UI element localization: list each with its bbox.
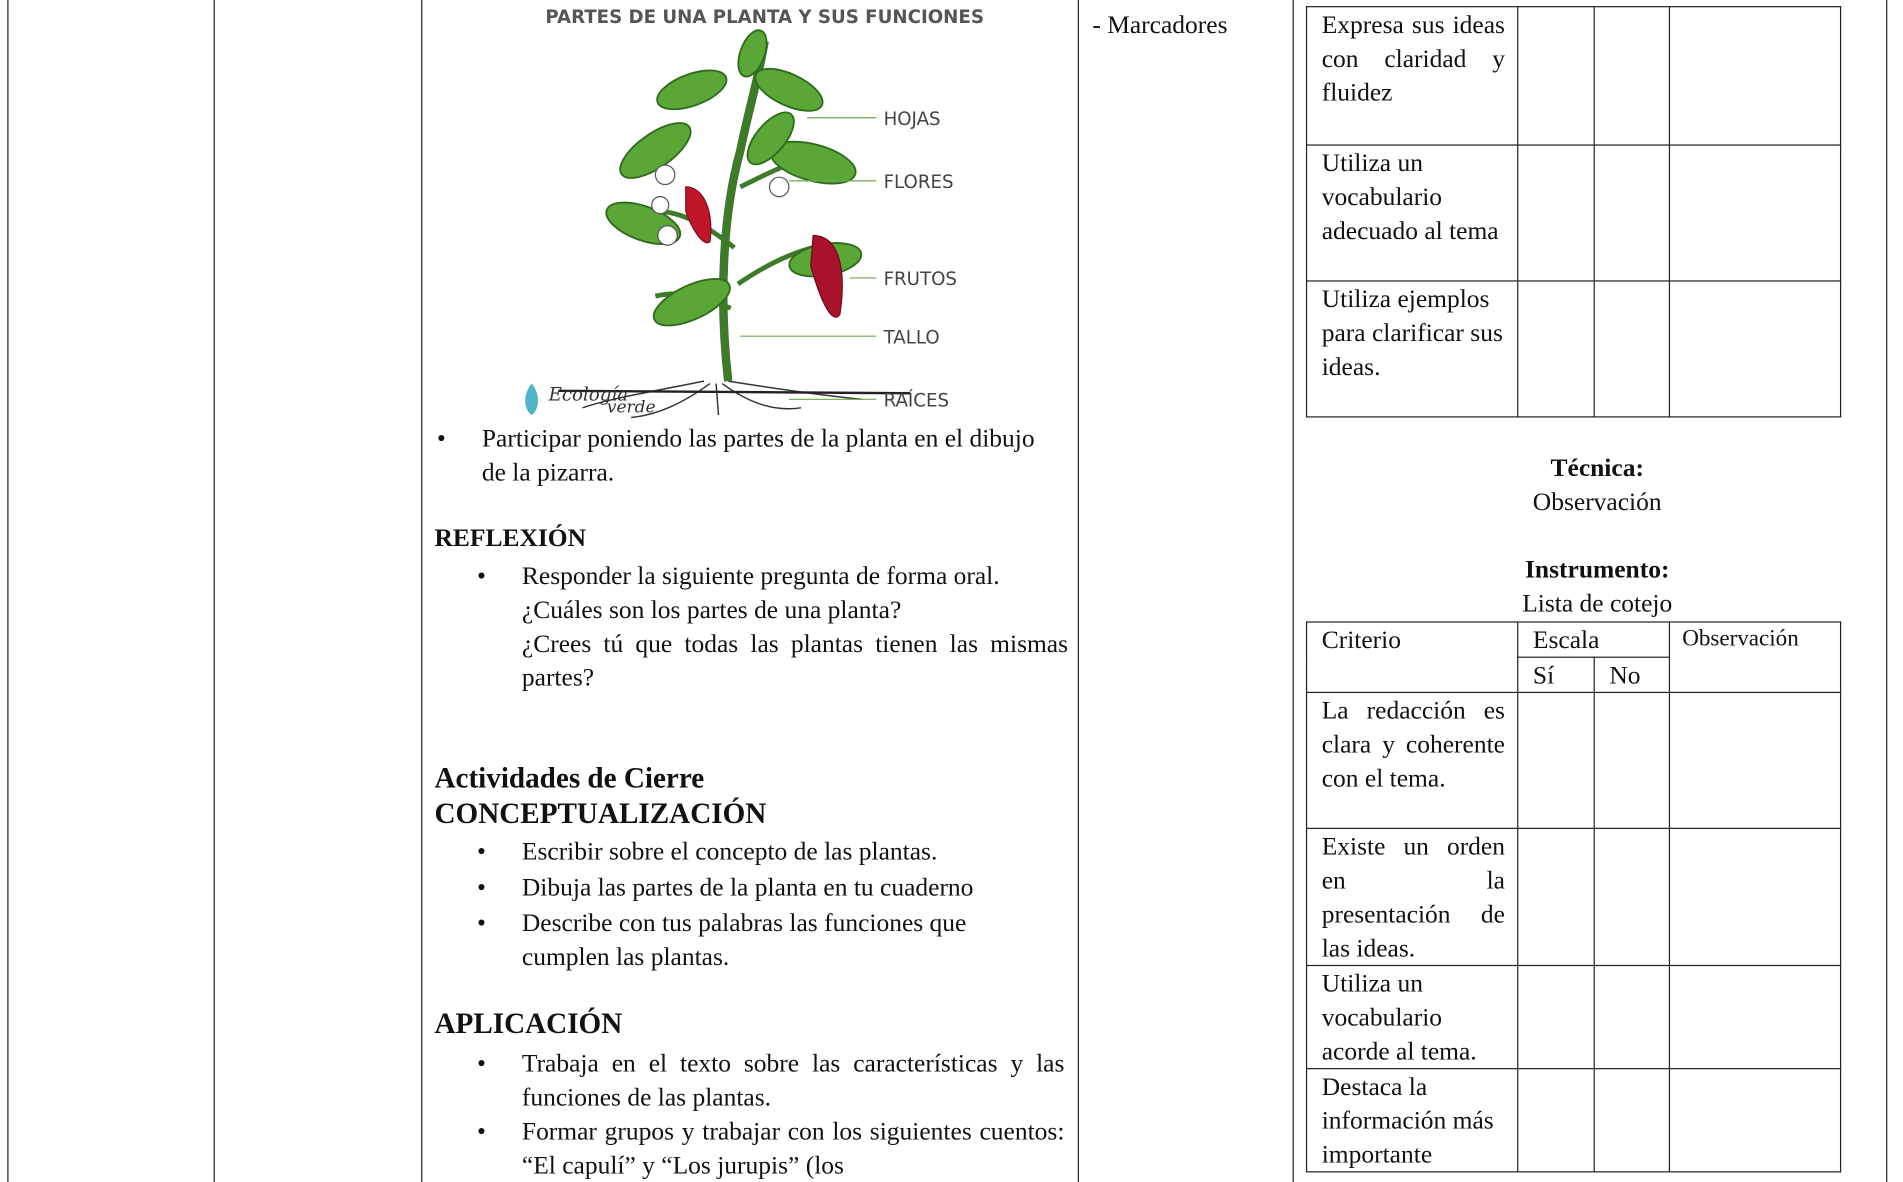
- checklist-table: Expresa sus ideas con claridad y fluidez…: [1305, 6, 1842, 418]
- header: Sí: [1517, 656, 1595, 694]
- bullet-item: Formar grupos y trabajar con los siguien…: [477, 1114, 1064, 1182]
- bullet-item: Dibuja las partes de la planta en tu cua…: [477, 870, 1068, 904]
- label: Técnica:: [1550, 452, 1644, 482]
- bullet-item: Responder la siguiente pregunta de forma…: [477, 558, 1069, 694]
- criterion: Utiliza un vocabulario adecuado al tema: [1305, 144, 1519, 282]
- section-heading: CONCEPTUALIZACIÓN: [434, 798, 767, 831]
- bullet-item: Trabaja en el texto sobre las caracterís…: [477, 1046, 1064, 1114]
- figure-label: FRUTOS: [884, 269, 957, 290]
- figure-label: TALLO: [883, 327, 940, 348]
- criterion: Expresa sus ideas con claridad y fluidez: [1305, 6, 1519, 146]
- checklist-table: Criterio Escala Observación Sí No La red…: [1305, 621, 1842, 1173]
- header: No: [1593, 656, 1671, 694]
- label: Instrumento:: [1525, 554, 1670, 584]
- column-border: [213, 0, 215, 1182]
- item-line: ¿Cuáles son los partes de una planta?: [521, 594, 902, 624]
- column-border: [1077, 0, 1079, 1182]
- column-border: [7, 0, 9, 1182]
- column-border: [1292, 0, 1294, 1182]
- criterion: Utiliza ejemplos para clarificar sus ide…: [1305, 280, 1519, 418]
- logo-text: Ecología: [548, 385, 628, 406]
- header: Observación: [1668, 621, 1842, 694]
- criterion: Destaca la información más importante: [1305, 1068, 1519, 1173]
- criterion: Existe un orden en la presentación de la…: [1305, 827, 1519, 967]
- figure-title: PARTES DE UNA PLANTA Y SUS FUNCIONES: [545, 7, 984, 28]
- criterion: Utiliza un vocabulario acorde al tema.: [1305, 964, 1519, 1070]
- item-line: ¿Crees tú que todas las plantas tienen l…: [521, 628, 1069, 692]
- header: Escala: [1517, 621, 1671, 658]
- bullet-item: Describe con tus palabras las funciones …: [477, 905, 1044, 973]
- figure-label: HOJAS: [884, 109, 941, 130]
- header: Criterio: [1305, 621, 1519, 694]
- column-border: [421, 0, 423, 1182]
- section-heading: APLICACIÓN: [434, 1008, 623, 1041]
- plant-figure: PARTES DE UNA PLANTA Y SUS FUNCIONES H: [509, 4, 1015, 420]
- resource-item: - Marcadores: [1092, 9, 1228, 39]
- section-heading: REFLEXIÓN: [434, 523, 587, 553]
- criterion: La redacción es clara y coherente con el…: [1305, 691, 1519, 829]
- figure-label: FLORES: [884, 172, 954, 193]
- instrument: Instrumento: Lista de cotejo: [1306, 552, 1889, 620]
- value: Observación: [1532, 486, 1662, 516]
- bullet-item: Escribir sobre el concepto de las planta…: [477, 834, 1068, 868]
- logo-text: verde: [607, 398, 656, 418]
- value: Lista de cotejo: [1522, 588, 1673, 618]
- item-line: Responder la siguiente pregunta de forma…: [521, 560, 1000, 590]
- figure-label: RAÍCES: [884, 390, 949, 412]
- section-heading: Actividades de Cierre: [434, 763, 705, 795]
- column-border: [1886, 0, 1888, 1182]
- technique: Técnica: Observación: [1306, 450, 1889, 518]
- bullet-item: Participar poniendo las partes de la pla…: [437, 421, 1052, 489]
